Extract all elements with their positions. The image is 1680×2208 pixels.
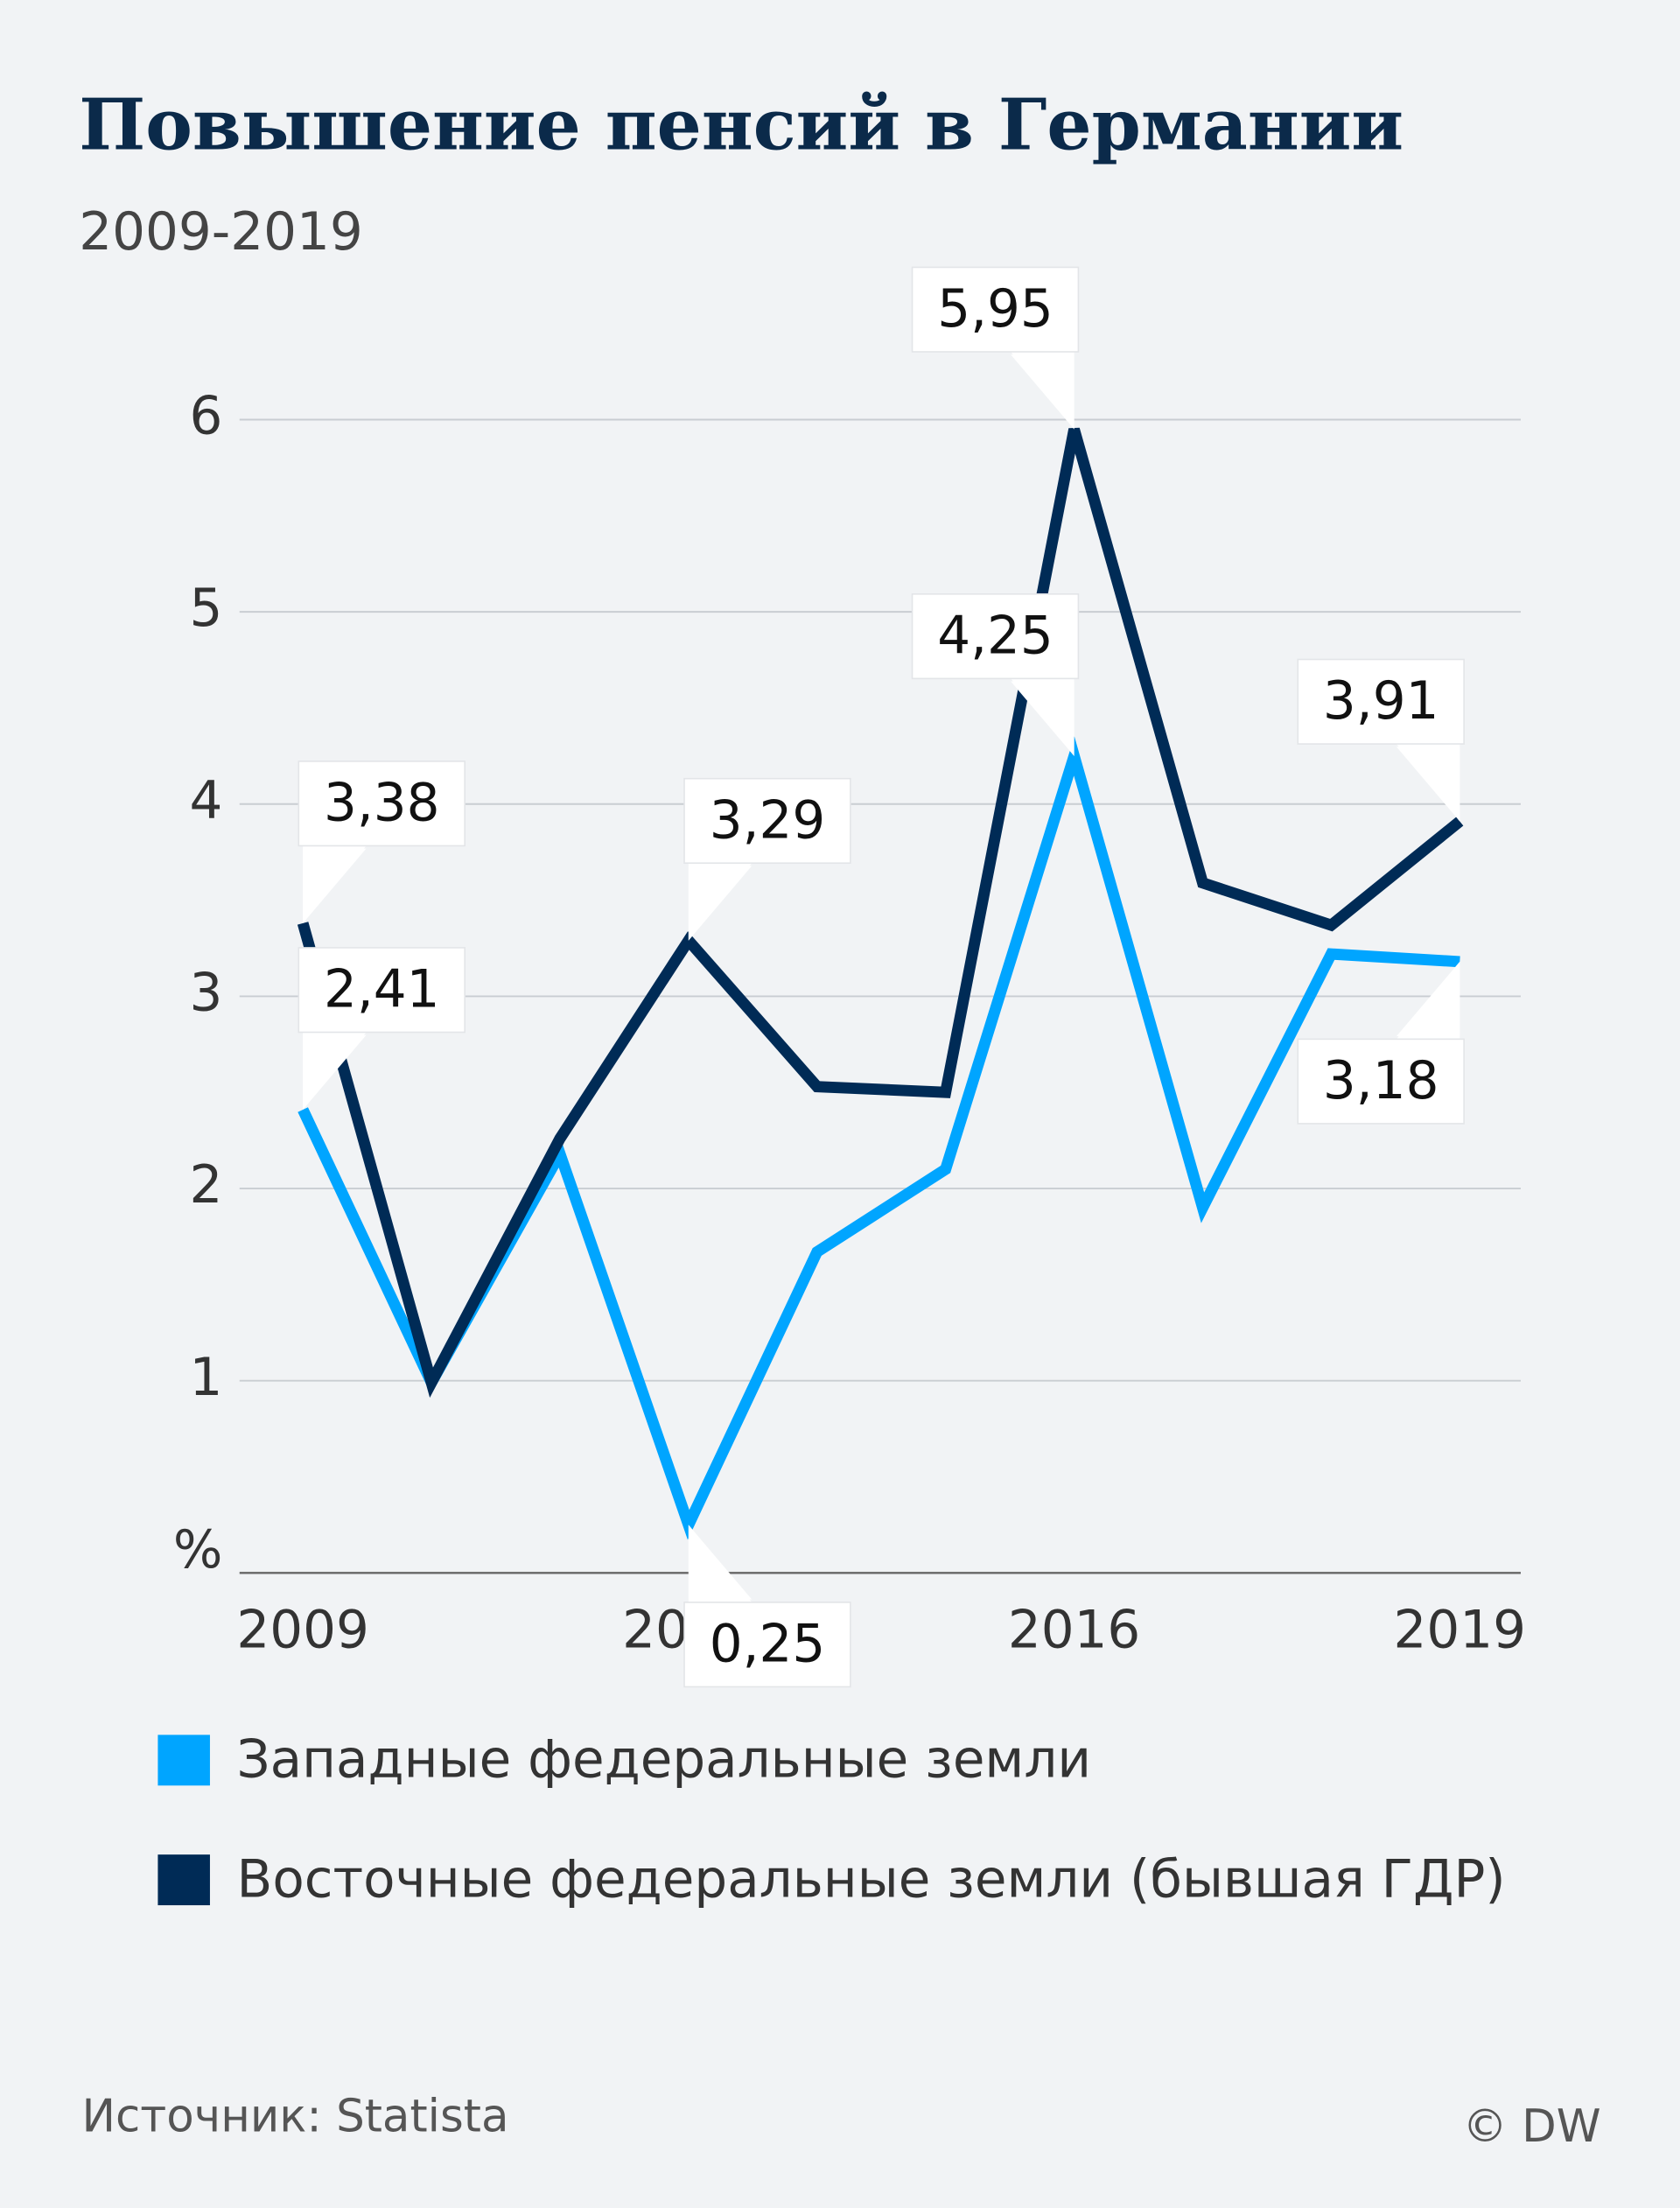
y-tick-label: 6 [190,387,223,447]
label-box [1297,658,1465,745]
source: Источник: Statista [82,2091,509,2143]
x-tick-label: 2009 [236,1601,368,1661]
data-label: 5,95 [937,279,1054,340]
data-label: 3,18 [1323,1051,1439,1111]
y-tick-label: 1 [190,1348,223,1408]
y-tick-label: % [173,1520,223,1581]
x-tick-label: 2016 [1008,1601,1140,1661]
label-box [298,761,466,847]
label-callout [1396,747,1460,822]
data-label: 0,25 [710,1615,826,1675]
label-box [683,1602,851,1688]
credit: © DW [1462,2100,1600,2153]
data-label: 3,38 [324,774,440,834]
label-callout [303,848,367,923]
chart-title: Повышение пенсий в Германии [79,83,1404,166]
label-callout [1011,681,1074,756]
data-label: 3,29 [710,790,826,851]
label-callout [688,1525,752,1600]
legend-swatch [158,1854,210,1906]
label-callout [1396,961,1460,1037]
data-label: 3,91 [1323,671,1439,732]
y-tick-label: 4 [190,771,223,831]
label-callout [1011,354,1074,430]
label-box [911,593,1080,680]
label-box [683,777,851,865]
y-tick-label: 2 [190,1155,223,1216]
label-box [298,947,466,1034]
series-line [297,427,1464,1398]
label-box [1297,1038,1465,1125]
label-box [911,266,1080,353]
x-tick-label: 2019 [1394,1601,1526,1661]
y-tick-label: 5 [190,578,223,639]
legend-label: Западные федеральные земли [237,1730,1092,1791]
data-label: 4,25 [937,606,1054,666]
legend-label: Восточные федеральные земли (бывшая ГДР) [237,1849,1506,1910]
legend-swatch [158,1735,210,1786]
chart-subtitle: 2009-2019 [79,202,362,263]
y-tick-label: 3 [190,964,223,1024]
data-label: 2,41 [324,960,440,1020]
